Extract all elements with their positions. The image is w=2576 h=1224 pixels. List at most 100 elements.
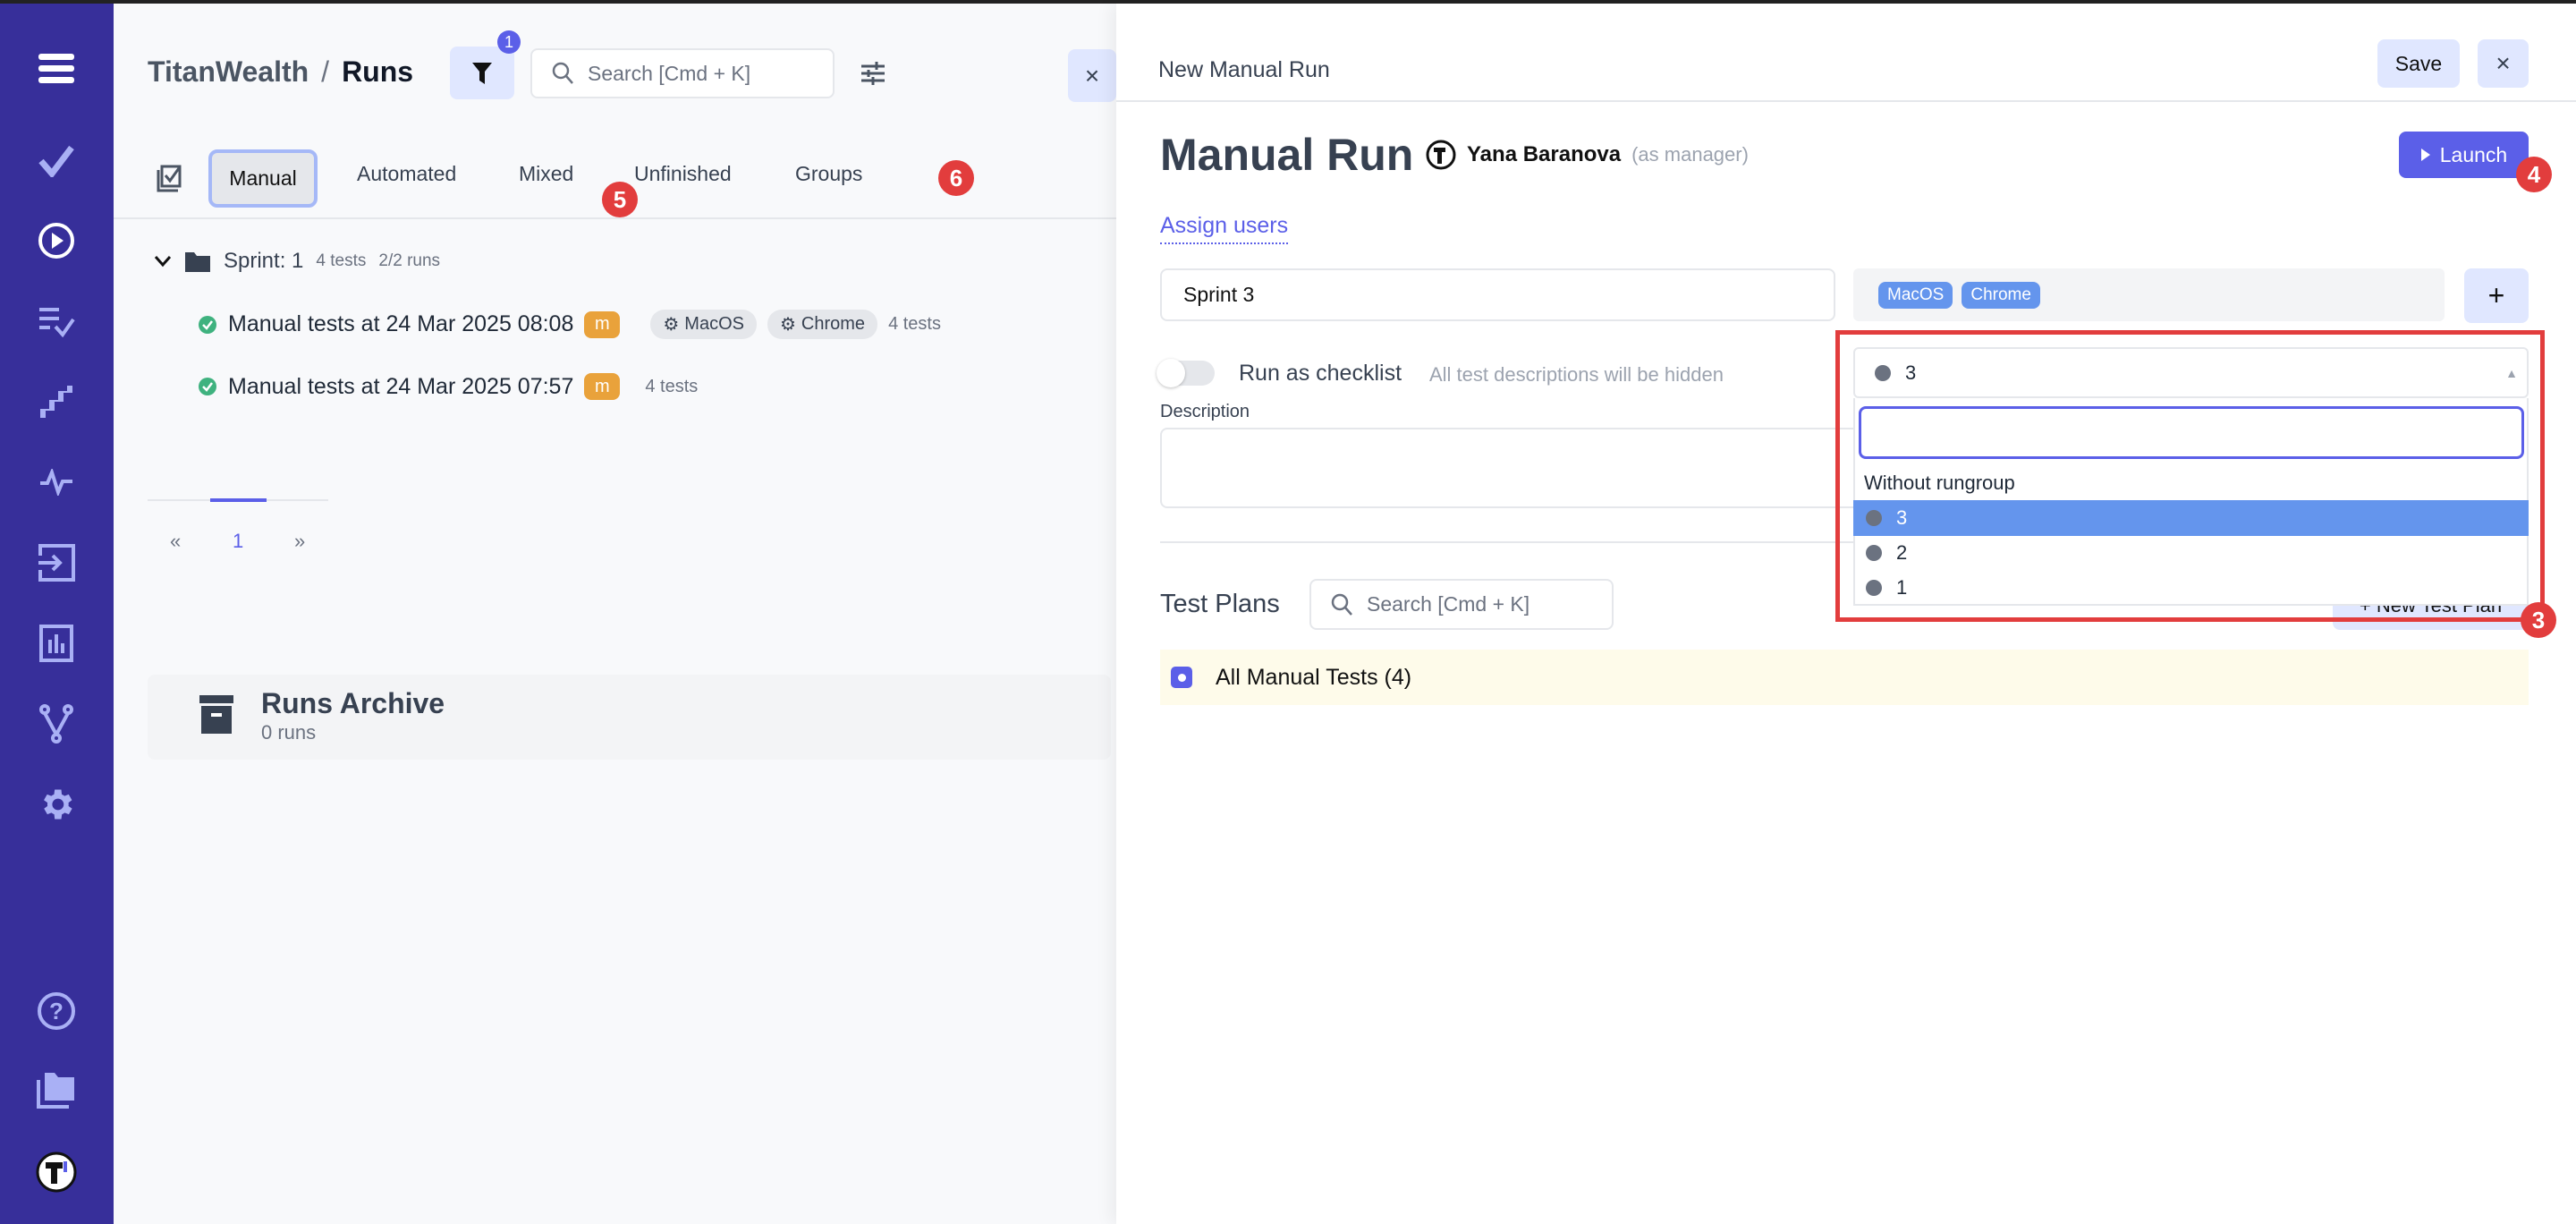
- annotation-badge: 5: [602, 182, 638, 217]
- pulse-icon[interactable]: [34, 460, 79, 505]
- settings-icon[interactable]: [34, 782, 79, 827]
- help-icon[interactable]: ?: [34, 989, 79, 1033]
- rungroup-option[interactable]: Without rungroup: [1864, 472, 2015, 494]
- tag-chip[interactable]: Chrome: [1962, 281, 2040, 309]
- sliders-icon[interactable]: [860, 61, 886, 90]
- tag-chip: ⚙ MacOS: [650, 310, 757, 339]
- tab-mixed[interactable]: Mixed: [519, 162, 574, 185]
- rungroup-search-input[interactable]: [1859, 406, 2524, 459]
- description-label: Description: [1160, 402, 1250, 421]
- rungroup-option[interactable]: 2: [1853, 535, 2529, 571]
- gear-icon: ⚙: [779, 315, 796, 335]
- tag-chip: ⚙ Chrome: [767, 310, 878, 339]
- steps-icon[interactable]: [34, 379, 79, 424]
- archive-icon: [199, 695, 233, 734]
- gear-icon: ⚙: [663, 315, 680, 335]
- search-icon: [1331, 593, 1352, 616]
- search-placeholder: Search [Cmd + K]: [588, 61, 751, 85]
- pagination-prev[interactable]: «: [170, 530, 182, 552]
- user-name: Yana Baranova: [1467, 142, 1622, 166]
- launch-button[interactable]: Launch: [2399, 132, 2529, 178]
- filter-icon: [472, 62, 492, 84]
- annotation-badge: 6: [938, 160, 974, 196]
- menu-icon[interactable]: [34, 47, 79, 91]
- all-manual-tests-row[interactable]: All Manual Tests (4): [1160, 650, 2529, 705]
- checklist-hint: All test descriptions will be hidden: [1429, 363, 1724, 386]
- filter-count-badge: 1: [497, 30, 521, 54]
- import-icon[interactable]: [34, 540, 79, 585]
- breadcrumb-project[interactable]: TitanWealth: [148, 55, 309, 88]
- analytics-icon[interactable]: [34, 621, 79, 666]
- breadcrumb-separator: /: [321, 55, 330, 88]
- branch-icon[interactable]: [34, 701, 79, 746]
- panel-header-title: New Manual Run: [1158, 57, 1330, 82]
- folder-icon[interactable]: [34, 1067, 79, 1112]
- tab-groups[interactable]: Groups: [795, 162, 863, 185]
- pagination-next[interactable]: »: [294, 530, 306, 552]
- checklist-icon[interactable]: [34, 299, 79, 344]
- annotation-badge: 4: [2516, 157, 2552, 192]
- tab-automated[interactable]: Automated: [357, 162, 457, 185]
- run-owner: Yana Baranova (as manager): [1426, 140, 1749, 170]
- divider: [1160, 541, 2529, 543]
- tree-group-sprint[interactable]: Sprint: 1 4 tests 2/2 runs: [154, 249, 440, 274]
- breadcrumb: TitanWealth / Runs: [148, 55, 413, 89]
- test-plans-heading: Test Plans: [1160, 590, 1280, 618]
- run-title[interactable]: Manual tests at 24 Mar 2025 08:08: [228, 311, 574, 336]
- run-title-heading: Manual Run: [1160, 130, 1414, 180]
- test-plans-search[interactable]: Search [Cmd + K]: [1309, 579, 1614, 630]
- avatar-logo-icon[interactable]: [34, 1150, 79, 1194]
- run-row[interactable]: Manual tests at 24 Mar 2025 07:57 m 4 te…: [198, 373, 698, 400]
- save-button[interactable]: Save: [2377, 39, 2460, 88]
- rungroup-option-highlighted[interactable]: 3: [1853, 500, 2529, 536]
- annotation-badge: 3: [2521, 602, 2556, 638]
- filter-button[interactable]: [450, 47, 514, 99]
- run-tests-count: 4 tests: [888, 314, 941, 334]
- add-tag-button[interactable]: +: [2464, 268, 2529, 323]
- check-icon[interactable]: [34, 139, 79, 183]
- run-title[interactable]: Manual tests at 24 Mar 2025 07:57: [228, 373, 574, 399]
- caret-up-icon: ▲: [2505, 365, 2518, 380]
- user-role: (as manager): [1631, 143, 1749, 166]
- search-icon: [552, 62, 573, 84]
- tag-chip[interactable]: MacOS: [1878, 281, 1953, 309]
- run-name-input[interactable]: Sprint 3: [1160, 268, 1835, 321]
- toggle-knob: [1157, 359, 1185, 387]
- group-name: Sprint: 1: [224, 249, 304, 273]
- tab-unfinished[interactable]: Unfinished: [634, 162, 732, 185]
- user-avatar-icon: [1426, 140, 1456, 170]
- success-check-icon: [199, 315, 216, 334]
- assign-users-link[interactable]: Assign users: [1160, 213, 1289, 244]
- all-tests-label: All Manual Tests (4): [1216, 664, 1412, 690]
- page-title: Runs: [342, 55, 414, 88]
- run-row[interactable]: Manual tests at 24 Mar 2025 08:08 m ⚙ Mac…: [198, 310, 941, 339]
- rungroup-dot: [1875, 364, 1891, 381]
- runs-archive[interactable]: Runs Archive 0 runs: [148, 675, 1111, 760]
- checklist-toggle[interactable]: [1157, 359, 1215, 387]
- checklist-label: Run as checklist: [1239, 361, 1402, 386]
- group-tests-count: 4 tests: [316, 251, 367, 270]
- select-all-icon[interactable]: [155, 165, 182, 198]
- play-icon: [2420, 149, 2430, 161]
- rungroup-option[interactable]: 1: [1853, 570, 2529, 606]
- archive-title: Runs Archive: [261, 687, 445, 719]
- divider: [1116, 100, 2576, 102]
- folder-icon: [185, 252, 210, 272]
- group-runs-count: 2/2 runs: [378, 251, 441, 270]
- pagination-active-indicator: [210, 498, 267, 502]
- divider: [114, 217, 1116, 219]
- tab-manual[interactable]: Manual: [208, 149, 318, 208]
- pagination-page[interactable]: 1: [233, 530, 244, 552]
- chevron-down-icon[interactable]: [154, 255, 172, 268]
- archive-count: 0 runs: [261, 721, 317, 744]
- radio-selected-icon[interactable]: [1171, 667, 1192, 688]
- close-panel-button[interactable]: ×: [1068, 49, 1116, 102]
- success-check-icon: [199, 378, 216, 395]
- tags-input[interactable]: MacOS Chrome: [1853, 268, 2445, 321]
- manual-badge: m: [584, 310, 621, 338]
- manual-badge: m: [584, 373, 621, 400]
- search-input[interactable]: Search [Cmd + K]: [530, 48, 835, 98]
- play-circle-icon[interactable]: [34, 218, 79, 263]
- close-button[interactable]: ×: [2478, 39, 2529, 88]
- rungroup-select[interactable]: 3 ▲: [1853, 347, 2529, 398]
